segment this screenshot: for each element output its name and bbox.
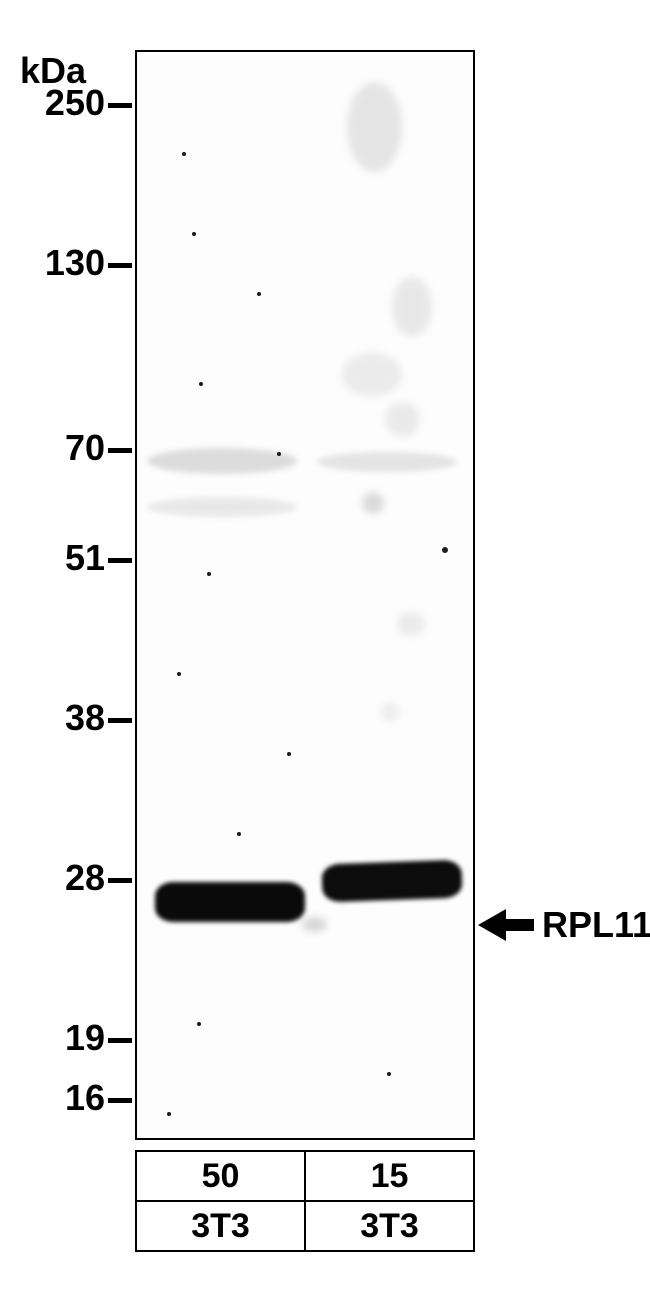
lane-labels-table: 5015 3T33T3	[135, 1150, 475, 1252]
lane-load-value: 50	[136, 1151, 305, 1201]
mw-marker-tick	[108, 263, 132, 268]
faint-band	[147, 448, 297, 474]
blot-speck	[442, 547, 448, 553]
blot-speck	[277, 452, 281, 456]
faint-band	[147, 497, 297, 517]
blot-speck	[199, 382, 203, 386]
mw-marker-tick	[108, 558, 132, 563]
mw-marker-tick	[108, 718, 132, 723]
blot-speck	[182, 152, 186, 156]
mw-marker-label: 28	[10, 860, 105, 896]
blot-smudge	[397, 612, 425, 636]
blot-speck	[387, 1072, 391, 1076]
blot-speck	[197, 1022, 201, 1026]
mw-marker-tick	[108, 103, 132, 108]
arrow-head-icon	[478, 909, 506, 941]
blot-speck	[167, 1112, 171, 1116]
mw-marker-label: 70	[10, 430, 105, 466]
mw-marker-label: 250	[10, 85, 105, 121]
mw-marker-tick	[108, 1038, 132, 1043]
lane-load-value: 15	[305, 1151, 474, 1201]
blot-speck	[287, 752, 291, 756]
mw-marker-label: 16	[10, 1080, 105, 1116]
blot-speck	[177, 672, 181, 676]
blot-speck	[257, 292, 261, 296]
blot-smudge	[342, 352, 402, 397]
blot-smudge	[362, 492, 384, 514]
mw-marker-tick	[108, 878, 132, 883]
mw-marker-label: 38	[10, 700, 105, 736]
blot-speck	[237, 832, 241, 836]
protein-band	[155, 882, 305, 922]
target-arrow: RPL11	[478, 904, 650, 946]
blot-smudge	[302, 917, 327, 932]
target-protein-label: RPL11	[542, 904, 650, 946]
protein-band	[321, 860, 462, 903]
mw-marker-tick	[108, 448, 132, 453]
lane-cell-line: 3T3	[136, 1201, 305, 1251]
figure-container: kDa 250130705138281916 RPL11 5015 3T33T3	[0, 0, 650, 1304]
mw-marker-label: 19	[10, 1020, 105, 1056]
lane-cell-line: 3T3	[305, 1201, 474, 1251]
faint-band	[317, 452, 457, 472]
mw-marker-label: 51	[10, 540, 105, 576]
mw-marker-tick	[108, 1098, 132, 1103]
mw-marker-label: 130	[10, 245, 105, 281]
blot-speck	[207, 572, 211, 576]
blot-membrane	[135, 50, 475, 1140]
blot-smudge	[381, 702, 399, 722]
blot-smudge	[385, 402, 420, 437]
arrow-shaft	[506, 919, 534, 931]
blot-smudge	[392, 277, 432, 337]
blot-speck	[192, 232, 196, 236]
blot-smudge	[347, 82, 402, 172]
